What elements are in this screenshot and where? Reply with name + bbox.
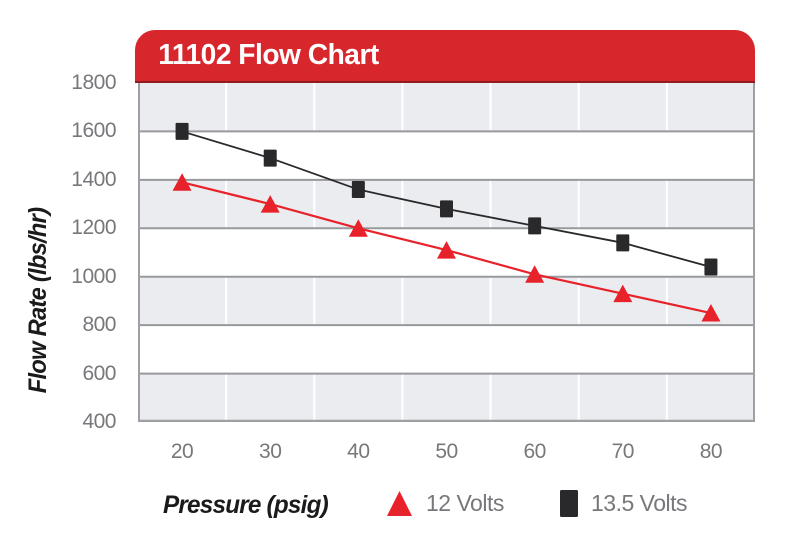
square-marker (616, 234, 630, 252)
x-tick-label: 70 (611, 440, 635, 463)
square-marker (440, 200, 453, 218)
y-tick-label: 1800 (71, 71, 116, 94)
y-tick-label: 800 (82, 313, 116, 337)
square-marker (528, 217, 542, 235)
triangle-marker (701, 304, 721, 322)
triangle-marker (525, 265, 545, 283)
square-marker (263, 149, 277, 167)
square-marker (175, 122, 189, 140)
triangle-marker (348, 219, 368, 237)
y-axis-title: Flow Rate (lbs/hr) (24, 207, 53, 393)
square-marker (704, 258, 718, 276)
triangle-marker (437, 241, 456, 259)
red-triangle-icon (387, 491, 412, 516)
plot-band (138, 131, 755, 180)
plot-band (138, 276, 755, 326)
chart-title-banner: 11102 Flow Chart (135, 30, 755, 83)
plot-area (138, 83, 755, 422)
chart-title: 11102 Flow Chart (158, 39, 379, 71)
triangle-marker (613, 284, 633, 303)
y-tick-label: 600 (82, 361, 116, 385)
legend-label-13-5-volts: 13.5 Volts (591, 490, 688, 516)
y-tick-label: 1600 (71, 119, 116, 143)
x-tick-label: 40 (347, 440, 370, 463)
square-marker (351, 181, 365, 199)
y-tick-label: 1400 (71, 167, 116, 191)
x-tick-label: 50 (435, 440, 458, 463)
y-tick-label: 1200 (71, 216, 116, 240)
plot-band (138, 373, 755, 422)
plot-band (138, 83, 755, 132)
y-tick-label: 1000 (71, 264, 116, 288)
x-tick-label: 20 (170, 440, 194, 463)
x-tick-label: 60 (523, 440, 546, 463)
x-tick-label: 80 (699, 440, 723, 463)
x-axis-title: Pressure (psig) (163, 491, 329, 519)
x-tick-label: 30 (259, 440, 282, 463)
triangle-marker (172, 173, 192, 191)
legend-label-12-volts: 12 Volts (426, 490, 504, 516)
plot-band (138, 325, 755, 374)
y-axis-title-wrap: Flow Rate (lbs/hr) (14, 145, 64, 455)
black-square-icon (560, 490, 578, 517)
triangle-marker (260, 195, 280, 213)
y-tick-label: 400 (82, 410, 116, 433)
legend-item-13-5-volts: 13.5 Volts (560, 490, 688, 517)
legend-item-12-volts: 12 Volts (386, 490, 504, 517)
